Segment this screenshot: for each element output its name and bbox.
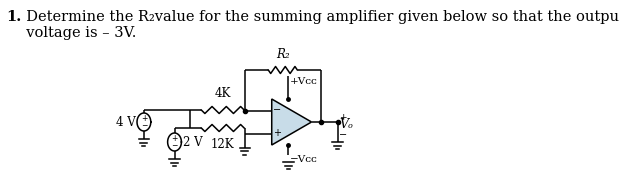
Text: 4 V: 4 V bbox=[116, 115, 136, 128]
Text: +: + bbox=[171, 134, 178, 143]
Text: R₂: R₂ bbox=[276, 48, 290, 61]
Text: +: + bbox=[339, 113, 347, 122]
Text: 12K: 12K bbox=[211, 138, 235, 151]
Text: +Vᴄᴄ: +Vᴄᴄ bbox=[290, 77, 318, 87]
Text: voltage is – 3V.: voltage is – 3V. bbox=[17, 26, 136, 40]
Text: 4K: 4K bbox=[215, 87, 231, 100]
Polygon shape bbox=[272, 99, 311, 145]
Text: −: − bbox=[273, 106, 281, 115]
Text: 1.: 1. bbox=[6, 10, 22, 24]
Text: +: + bbox=[141, 114, 147, 123]
Text: −: − bbox=[339, 130, 347, 140]
Text: −: − bbox=[141, 122, 147, 130]
Text: +: + bbox=[273, 128, 281, 139]
Text: −: − bbox=[171, 141, 178, 151]
Text: 2 V: 2 V bbox=[183, 137, 202, 150]
Text: −Vᴄᴄ: −Vᴄᴄ bbox=[290, 156, 318, 165]
Text: Vₒ: Vₒ bbox=[339, 119, 353, 132]
Text: Determine the R₂value for the summing amplifier given below so that the output: Determine the R₂value for the summing am… bbox=[17, 10, 619, 24]
